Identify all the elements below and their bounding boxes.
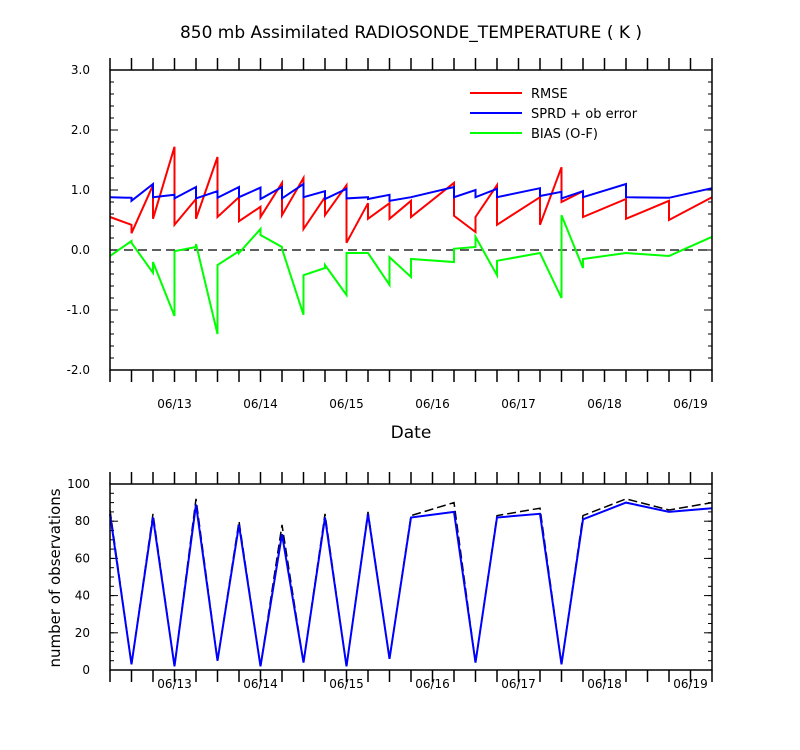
series-line-rmse: [109, 146, 713, 244]
x-tick-label: 06/18: [587, 677, 622, 691]
y-tick-label: 40: [75, 589, 90, 603]
y-tick-label: 1.0: [71, 183, 90, 197]
x-tick-label: 06/17: [501, 677, 536, 691]
plot-frame: [109, 483, 713, 671]
x-tick-label: 06/15: [329, 677, 364, 691]
bottom-chart: 100 80 60 40 20 0 06/13 06/14 06/15 06/16 06/17 06/…: [67, 472, 713, 691]
top-chart: 3.0 2.0 1.0 0.0 -1.0 -2.0 06/13 06/14 06/15 06/16…: [67, 58, 713, 411]
y-tick-label: 0: [82, 663, 90, 677]
legend-entry: BIAS (O-F): [531, 127, 598, 142]
x-axis-label: Date: [391, 423, 432, 443]
y-tick-label: -1.0: [67, 303, 90, 317]
x-tick-label: 06/16: [415, 397, 450, 411]
x-tick-label: 06/19: [673, 677, 708, 691]
chart-title: 850 mb Assimilated RADIOSONDE_TEMPERATUR…: [180, 23, 642, 43]
x-tick-label: 06/14: [243, 397, 278, 411]
x-tick-label: 06/18: [587, 397, 622, 411]
legend-entry: SPRD + ob error: [531, 107, 638, 122]
series-line-bias-o-f: [109, 214, 713, 335]
y-tick-label: 0.0: [71, 243, 90, 257]
y-tick-label: 60: [75, 551, 90, 565]
plot-frame: [109, 69, 713, 371]
y-tick-label: 80: [75, 514, 90, 528]
x-tick-label: 06/15: [329, 397, 364, 411]
y-tick-label: 100: [67, 477, 90, 491]
y-tick-label: 3.0: [71, 63, 90, 77]
x-tick-label: 06/19: [673, 397, 708, 411]
x-tick-label: 06/16: [415, 677, 450, 691]
y-tick-label: 2.0: [71, 123, 90, 137]
x-tick-label: 06/13: [157, 677, 192, 691]
y-axis-label-observations: number of observations: [46, 488, 64, 667]
legend-entry: RMSE: [531, 87, 568, 102]
x-tick-label: 06/17: [501, 397, 536, 411]
x-tick-label: 06/14: [243, 677, 278, 691]
y-tick-label: -2.0: [67, 363, 90, 377]
y-tick-label: 20: [75, 626, 90, 640]
x-tick-label: 06/13: [157, 397, 192, 411]
series-line-sprd-ob-error: [109, 181, 713, 203]
series-line-1: [109, 501, 713, 667]
